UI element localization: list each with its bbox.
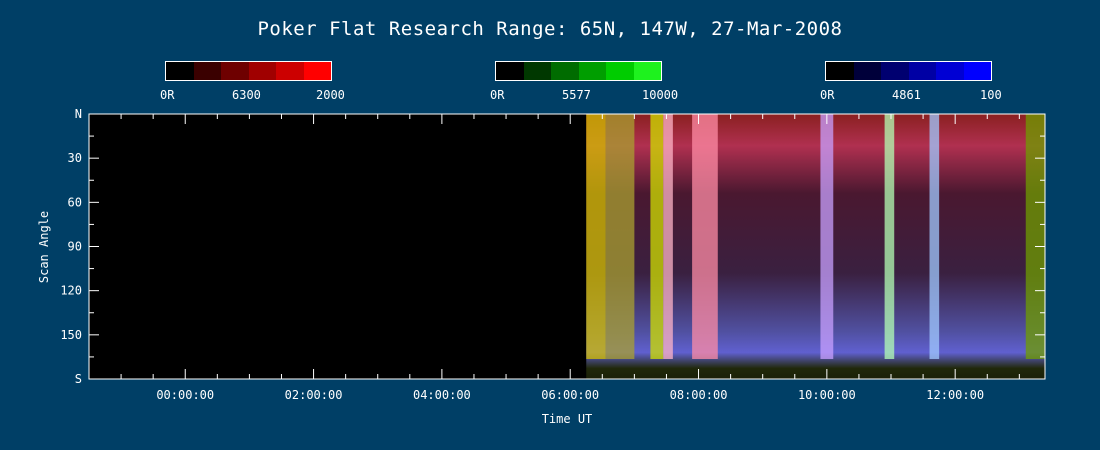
y-tick-label: 30 xyxy=(68,151,82,165)
colorbar-green-max-label: 10000 xyxy=(642,88,679,102)
chart-title: Poker Flat Research Range: 65N, 147W, 27… xyxy=(257,18,843,40)
aurora-band-1 xyxy=(605,114,635,359)
colorbar-green xyxy=(495,61,662,81)
colorbar-green-seg-5 xyxy=(633,62,661,80)
aurora-band-8 xyxy=(1025,114,1045,359)
y-axis-ticks: N 30 60 90 120 150 S xyxy=(60,107,1045,386)
colorbar-red-min-label: 0R xyxy=(160,88,175,102)
colorbar-blue xyxy=(825,61,992,81)
y-tick-label: 60 xyxy=(68,195,82,209)
y-tick-label: 90 xyxy=(68,240,82,254)
colorbar-red-seg-4 xyxy=(276,62,304,80)
colorbar-blue-seg-1 xyxy=(853,62,881,80)
x-tick-label: 12:00:00 xyxy=(926,388,984,402)
x-axis-ticks: 00:00:00 02:00:00 04:00:00 06:00:00 08:00:00… xyxy=(88,114,1020,402)
colorbar-green-seg-3 xyxy=(578,62,606,80)
colorbar-blue-wavelength-label: 4861 xyxy=(892,88,921,102)
y-tick-label: S xyxy=(75,372,82,386)
colorbar-red-seg-2 xyxy=(221,62,249,80)
y-tick-label: 120 xyxy=(60,284,82,298)
colorbar-red-max-label: 2000 xyxy=(316,88,345,102)
y-tick-label: 150 xyxy=(60,328,82,342)
x-tick-label: 02:00:00 xyxy=(285,388,343,402)
colorbar-blue-seg-4 xyxy=(936,62,964,80)
aurora-band-4 xyxy=(692,114,718,359)
aurora-band-6 xyxy=(884,114,895,359)
colorbar-green-seg-1 xyxy=(523,62,551,80)
colorbar-blue-seg-2 xyxy=(881,62,909,80)
colorbar-blue-min-label: 0R xyxy=(820,88,835,102)
colorbar-green-seg-2 xyxy=(551,62,579,80)
aurora-band-5 xyxy=(820,114,834,359)
colorbar-green-min-label: 0R xyxy=(490,88,505,102)
colorbar-red-seg-1 xyxy=(193,62,221,80)
colorbar-blue-seg-3 xyxy=(908,62,936,80)
y-axis-label: Scan Angle xyxy=(37,211,51,283)
x-tick-label: 08:00:00 xyxy=(670,388,728,402)
aurora-band-3 xyxy=(663,114,673,359)
colorbar-blue-seg-0 xyxy=(826,62,854,80)
colorbar-red xyxy=(165,61,332,81)
x-tick-label: 10:00:00 xyxy=(798,388,856,402)
aurora-bands xyxy=(586,114,1045,359)
x-tick-label: 04:00:00 xyxy=(413,388,471,402)
colorbar-red-seg-3 xyxy=(248,62,276,80)
colorbar-red-seg-5 xyxy=(303,62,331,80)
colorbar-green-wavelength-label: 5577 xyxy=(562,88,591,102)
colorbar-green-seg-0 xyxy=(496,62,524,80)
aurora-band-0 xyxy=(586,114,606,359)
colorbar-blue-max-label: 100 xyxy=(980,88,1002,102)
colorbar-green-seg-4 xyxy=(606,62,634,80)
x-tick-label: 00:00:00 xyxy=(156,388,214,402)
colorbar-blue-seg-5 xyxy=(963,62,991,80)
aurora-band-7 xyxy=(929,114,940,359)
x-tick-label: 06:00:00 xyxy=(541,388,599,402)
x-axis-label: Time UT xyxy=(542,412,593,426)
colorbar-red-wavelength-label: 6300 xyxy=(232,88,261,102)
aurora-band-2 xyxy=(650,114,664,359)
y-tick-label: N xyxy=(75,107,82,121)
colorbar-red-seg-0 xyxy=(166,62,194,80)
